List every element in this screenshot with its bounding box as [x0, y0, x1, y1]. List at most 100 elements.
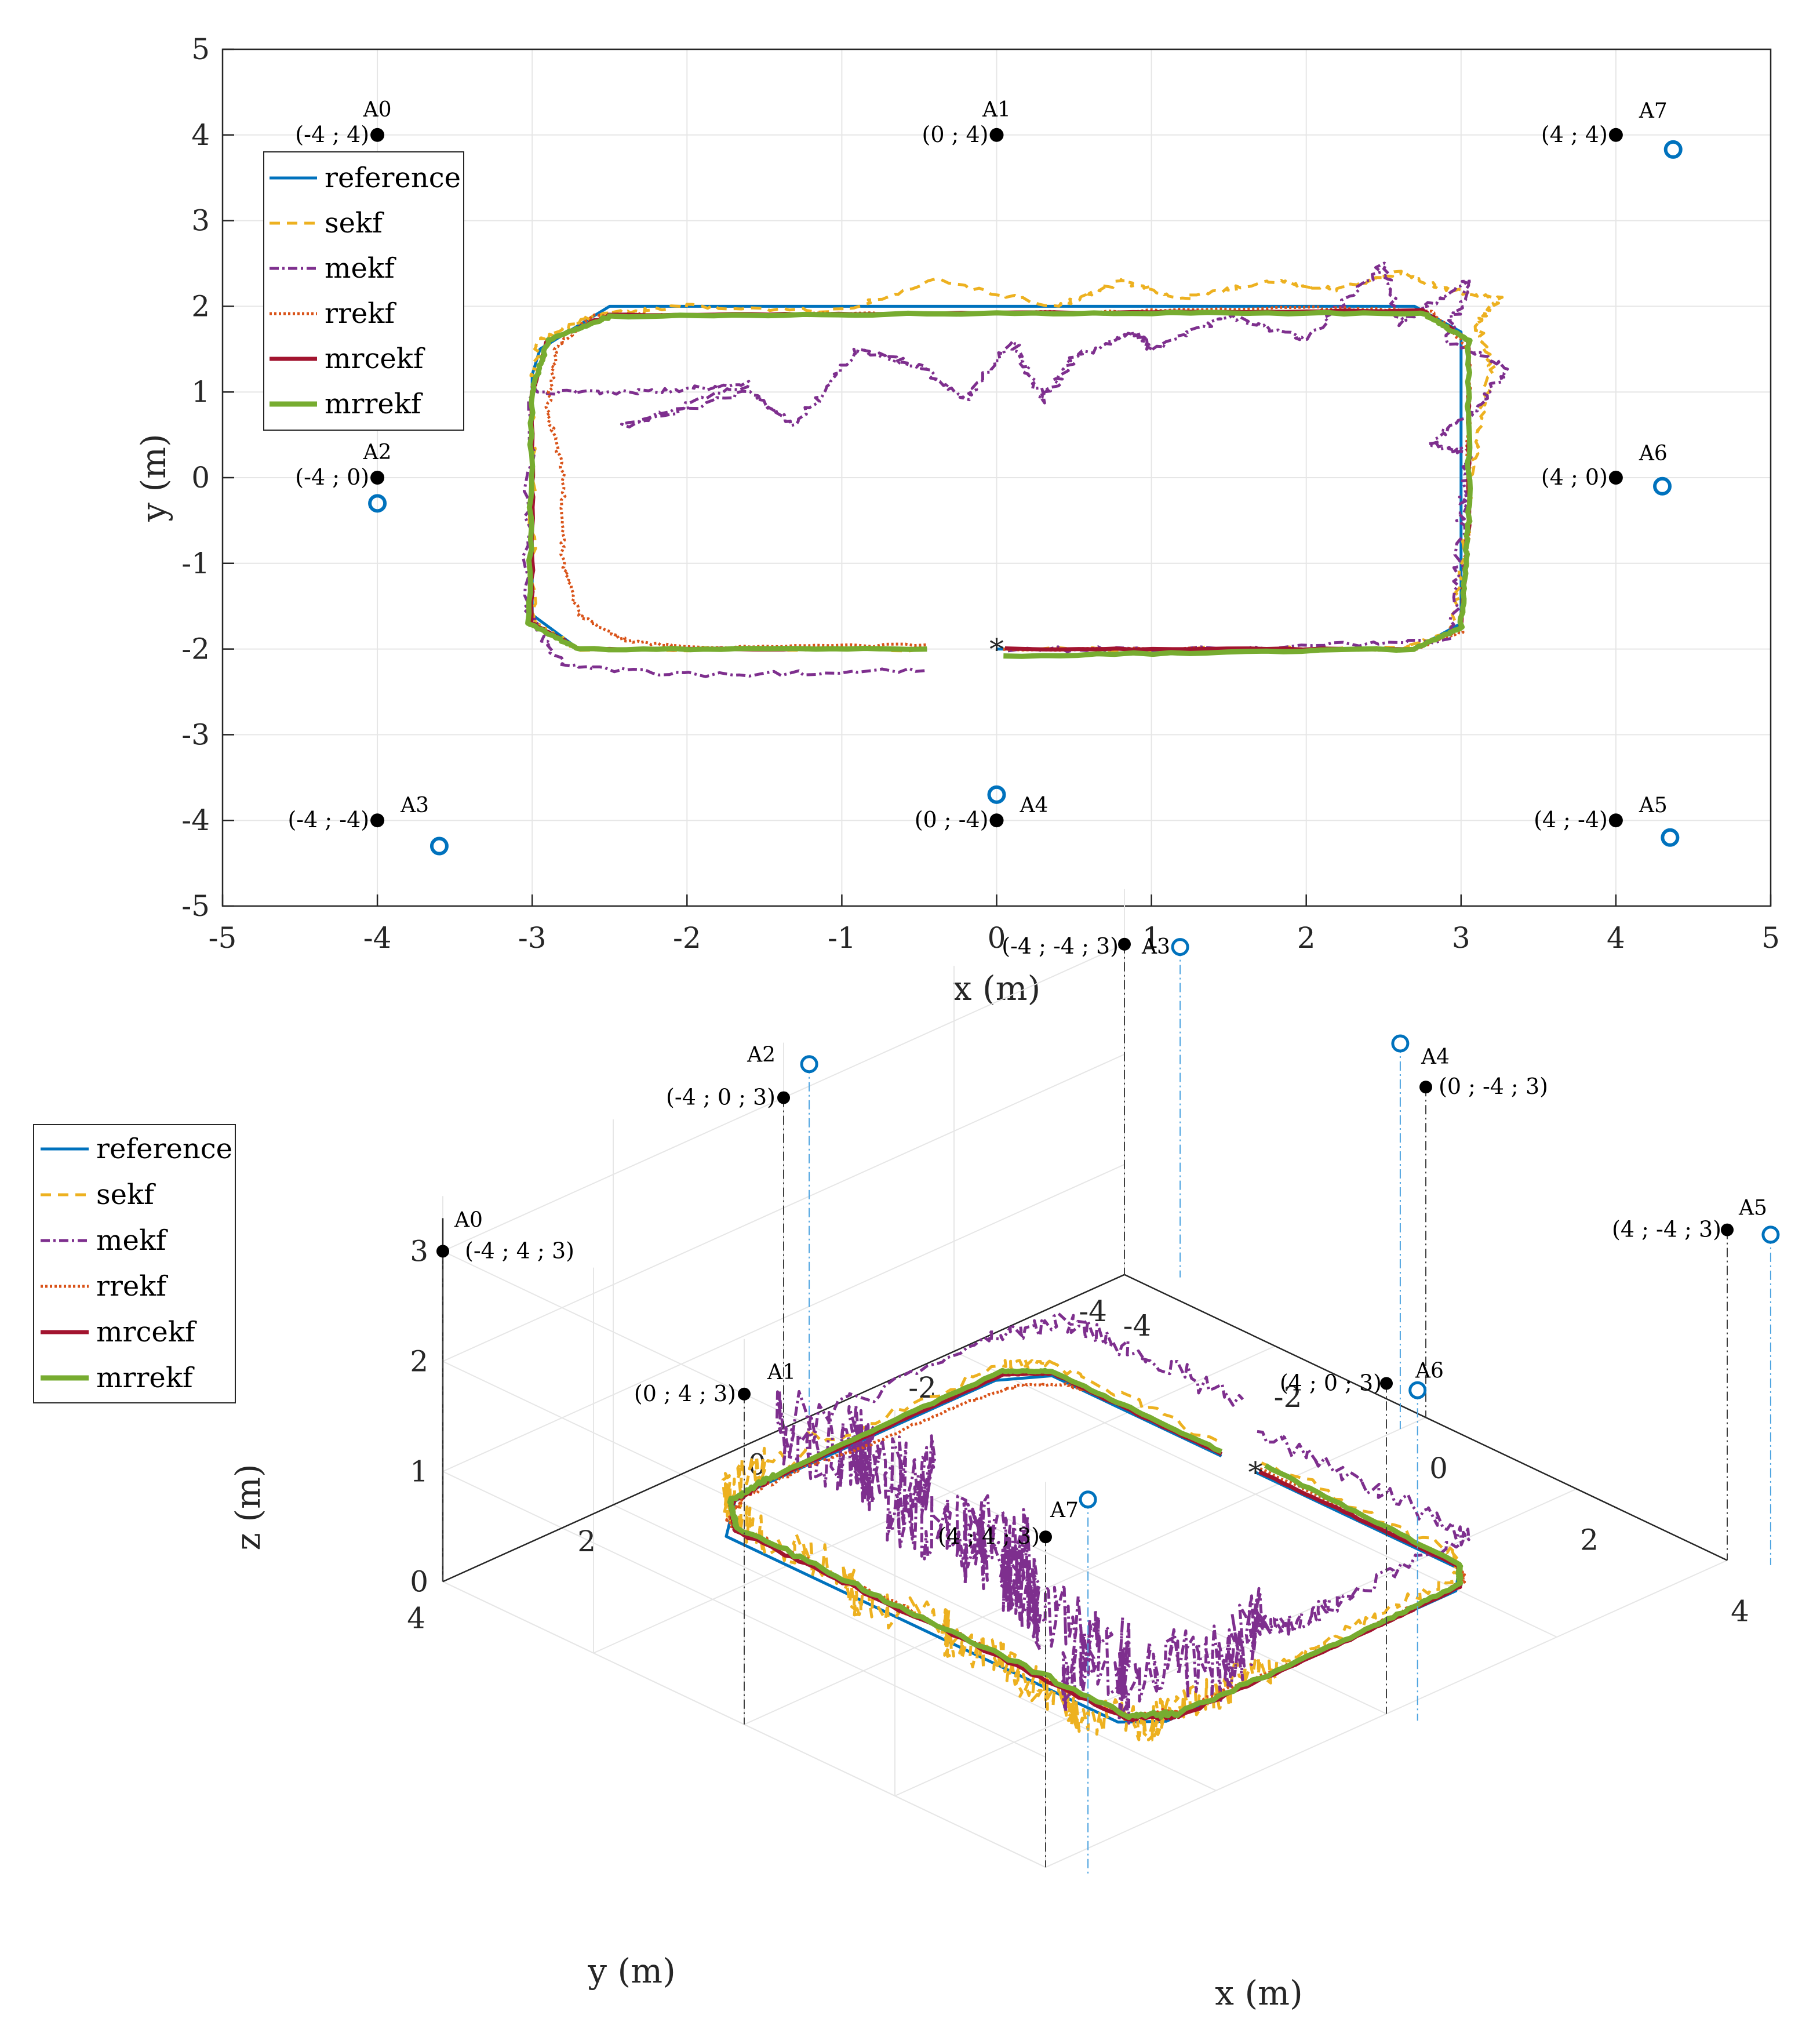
y-tick-label: 2 — [191, 289, 210, 323]
anchor-a6-estimate — [1653, 477, 1672, 496]
anchor-a0-name: A0 — [363, 98, 392, 122]
anchor-a1-name: A1 — [982, 98, 1011, 122]
anchor3d-a4-name: A4 — [1421, 1045, 1450, 1069]
legend3d-box — [33, 1124, 236, 1403]
anchor3d-a5-marker — [1721, 1223, 1734, 1236]
x-tick-label: -4 — [363, 921, 392, 955]
z3d-tick-label: 2 — [410, 1344, 428, 1378]
x-tick-label: 4 — [1607, 921, 1625, 955]
anchor-a6-name: A6 — [1639, 442, 1668, 465]
y3d-axis-label: y (m) — [587, 1951, 675, 1991]
start3d-marker: * — [1248, 1456, 1263, 1490]
x-tick-label: -5 — [209, 921, 237, 955]
anchor3d-a7-marker — [1039, 1530, 1052, 1544]
series-sekf — [527, 270, 1504, 653]
anchor-a2-marker — [370, 471, 385, 485]
y-tick-label: 0 — [191, 461, 210, 494]
anchor3d-a2-marker — [777, 1091, 790, 1104]
legend-label-mrrekf: mrrekf — [325, 388, 423, 420]
x3d-axis-label: x (m) — [1215, 1973, 1302, 2013]
anchor-a5-marker — [1608, 813, 1623, 828]
x-tick-label: 3 — [1452, 921, 1470, 955]
anchor-a4-marker — [989, 813, 1004, 828]
legend-box — [263, 151, 464, 431]
series-mrrekf — [525, 310, 1473, 659]
anchor-a6-coord: (4 ; 0) — [1541, 464, 1608, 490]
z3d-tick-label: 3 — [410, 1234, 428, 1268]
anchor3d-a5-coord: (4 ; -4 ; 3) — [1612, 1217, 1721, 1242]
y-tick-label: -4 — [181, 803, 210, 837]
start-marker: * — [989, 633, 1004, 667]
anchor3d-a3-estimate — [1171, 938, 1189, 956]
anchor-a3-marker — [370, 813, 385, 828]
anchor3d-a3-marker — [1118, 937, 1131, 951]
anchor3d-a6-name: A6 — [1415, 1359, 1444, 1383]
anchor-a5-estimate — [1661, 828, 1680, 847]
anchor3d-a2-name: A2 — [747, 1043, 776, 1067]
anchor-a7-coord: (4 ; 4) — [1541, 122, 1608, 147]
anchor3d-a4-marker — [1419, 1081, 1432, 1094]
y3d-tick-label: 4 — [407, 1601, 425, 1635]
series3d-sekf — [721, 1358, 1463, 1741]
anchor-a3-coord: (-4 ; -4) — [287, 807, 369, 832]
y-tick-label: -2 — [181, 632, 210, 666]
anchor-a6-marker — [1608, 471, 1623, 485]
anchor-a7-estimate — [1663, 140, 1683, 159]
x-tick-label: -1 — [828, 921, 856, 955]
series-mrcekf — [529, 308, 1472, 652]
x-tick-label: 0 — [988, 921, 1006, 955]
anchor-a4-estimate — [987, 785, 1006, 804]
y-tick-label: 4 — [191, 118, 210, 152]
anchor3d-a2-estimate — [800, 1055, 818, 1074]
x-tick-label: -3 — [518, 921, 547, 955]
anchor3d-a3-coord: (-4 ; -4 ; 3) — [1002, 933, 1119, 959]
anchor3d-a0-coord: (-4 ; 4 ; 3) — [465, 1238, 574, 1263]
y-tick-label: 3 — [191, 204, 210, 238]
y-tick-label: 5 — [191, 32, 210, 66]
legend3d-label-mrcekf: mrcekf — [96, 1316, 197, 1348]
legend3d-label-mrrekf: mrrekf — [96, 1362, 195, 1394]
anchor-a5-name: A5 — [1639, 794, 1668, 817]
x-axis — [1124, 1274, 1728, 1561]
anchor3d-a1-marker — [738, 1387, 751, 1401]
anchor3d-a3-name: A3 — [1141, 935, 1170, 959]
legend-label-rrekf: rrekf — [325, 297, 396, 330]
legend3d-label-rrekf: rrekf — [96, 1270, 168, 1303]
anchor3d-a1-coord: (0 ; 4 ; 3) — [634, 1381, 736, 1406]
x-tick-label: 5 — [1761, 921, 1780, 955]
series-rrekf — [544, 305, 1473, 652]
anchor3d-a5-estimate — [1761, 1225, 1780, 1244]
anchor-a0-marker — [370, 128, 385, 142]
anchor3d-a4-coord: (0 ; -4 ; 3) — [1439, 1074, 1548, 1099]
x3d-tick-label: 2 — [1580, 1523, 1599, 1556]
anchor-a7-name: A7 — [1639, 99, 1668, 123]
y-tick-label: -3 — [181, 718, 210, 751]
anchor-a0-coord: (-4 ; 4) — [295, 122, 369, 147]
series3d-mrrekf — [727, 1367, 1463, 1721]
y-tick-label: -1 — [181, 547, 210, 580]
legend-label-mrcekf: mrcekf — [325, 343, 425, 375]
x3d-tick-label: -2 — [1274, 1380, 1302, 1414]
anchor-a1-coord: (0 ; 4) — [922, 122, 989, 147]
legend-label-mekf: mekf — [325, 252, 396, 285]
x3d-tick-label: 0 — [1429, 1452, 1448, 1485]
anchor3d-a2-coord: (-4 ; 0 ; 3) — [666, 1085, 776, 1110]
legend3d-label-sekf: sekf — [96, 1179, 156, 1211]
legend3d-label-mekf: mekf — [96, 1224, 168, 1257]
anchor-a4-coord: (0 ; -4) — [915, 807, 989, 832]
y3d-tick-label: 2 — [577, 1525, 596, 1558]
x3d-tick-label: 4 — [1731, 1595, 1749, 1628]
anchor-a4-name: A4 — [1020, 794, 1049, 817]
anchor-a3-name: A3 — [400, 794, 429, 817]
legend-label-sekf: sekf — [325, 207, 384, 239]
anchor-a1-marker — [989, 128, 1004, 142]
anchor3d-a4-estimate — [1391, 1034, 1410, 1053]
floor-grid-y — [613, 1504, 1217, 1791]
anchor-a2-name: A2 — [363, 441, 392, 464]
anchor3d-a5-name: A5 — [1738, 1196, 1767, 1220]
x-tick-label: 2 — [1297, 921, 1316, 955]
anchor3d-a7-coord: (4 ; 4 ; 3) — [938, 1523, 1040, 1549]
anchor-a2-estimate — [368, 494, 387, 513]
